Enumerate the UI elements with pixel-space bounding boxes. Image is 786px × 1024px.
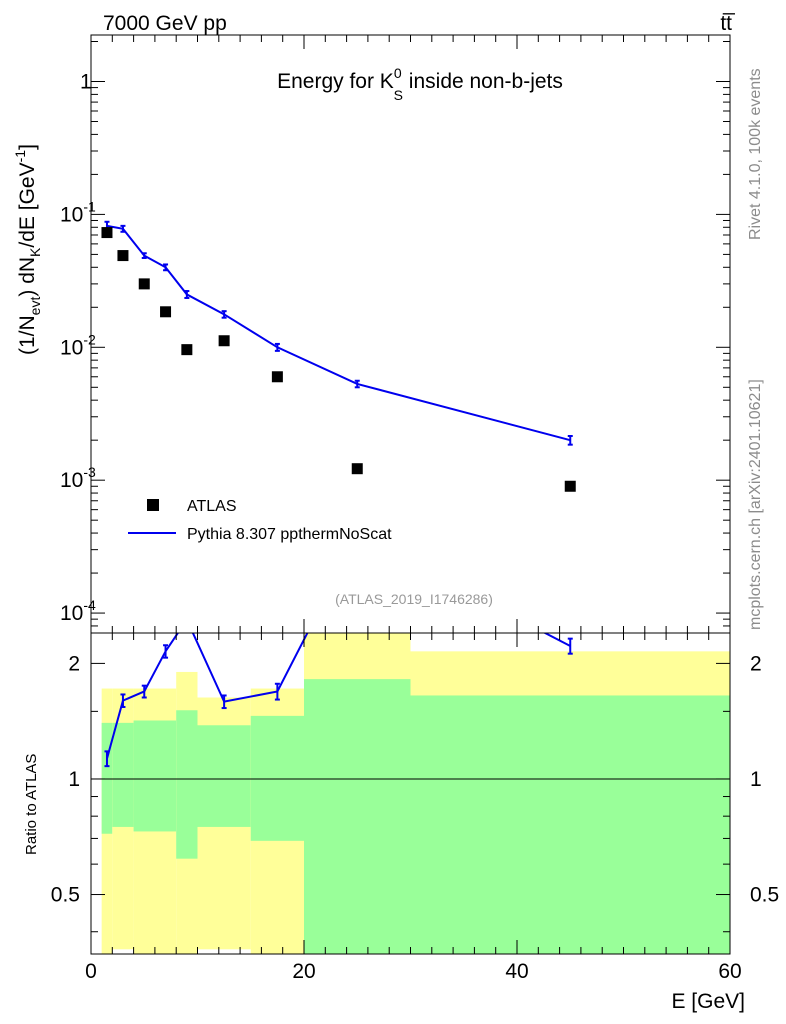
ratio-x-axis: 0 20 40 60	[85, 633, 742, 983]
ratio-mc-line	[106, 633, 571, 759]
main-plot-area	[91, 35, 730, 633]
ratio-band-inner	[304, 679, 411, 954]
legend-data-label: ATLAS	[187, 498, 237, 515]
ratio-ytick-label-right: 2	[750, 652, 762, 675]
ratio-panel: 0.5 0.5 1 1 2 2 0 20 40 60 Ratio to ATLAS E [GeV…	[23, 632, 779, 1013]
main-x-axis	[90, 35, 731, 633]
atlas-data-point	[181, 344, 193, 356]
ratio-xtick-label: 0	[85, 960, 97, 983]
ratio-ytick-label: 0.5	[51, 884, 80, 907]
rivet-version-text: Rivet 4.1.0, 100k events	[747, 68, 764, 240]
ratio-band-inner	[101, 722, 113, 834]
title-post: inside non-b-jets	[403, 70, 563, 93]
ratio-ytick-label-right: 1	[750, 768, 762, 791]
title-pre: Energy for K	[277, 70, 394, 93]
main-ytick-label: 10-4	[60, 597, 96, 625]
legend-mc-label: Pythia 8.307 ppthermNoScat	[187, 526, 392, 543]
main-ytick-label: 10-3	[60, 464, 96, 492]
atlas-data-point	[271, 371, 283, 383]
main-marks	[101, 220, 576, 492]
ratio-xtick-label: 20	[292, 960, 315, 983]
mcplots-credit-text: mcplots.cern.ch [arXiv:2401.10621]	[747, 379, 764, 630]
ratio-ytick-label: 1	[68, 768, 80, 791]
atlas-data-point	[160, 306, 172, 318]
atlas-data-point	[351, 463, 363, 475]
ratio-band-inner	[250, 715, 304, 841]
ratio-ytick-label: 2	[68, 652, 80, 675]
ratio-band-inner	[410, 695, 730, 954]
ratio-ylabel: Ratio to ATLAS	[23, 754, 40, 855]
ratio-band-inner	[176, 710, 198, 859]
atlas-data-point	[218, 335, 230, 347]
ratio-band-inner	[133, 720, 177, 832]
analysis-watermark: (ATLAS_2019_I1746286)	[335, 591, 493, 607]
title-sup: 0	[394, 65, 402, 81]
ratio-marks	[91, 633, 730, 780]
ratio-ytick-label-right: 0.5	[750, 884, 779, 907]
main-ytick-label: 1	[80, 71, 92, 94]
main-ylabel: (1/Nevt) dNK/dE [GeV-1]	[12, 144, 43, 355]
main-ytick-label: 10-2	[60, 331, 96, 359]
atlas-data-point	[101, 227, 113, 239]
main-panel: Energy for K0 S inside non-b-jets (ATLAS_…	[12, 34, 731, 634]
atlas-data-point	[117, 250, 129, 262]
main-y-axis: 10-4 10-3 10-2 10-1 1	[60, 41, 730, 627]
ratio-frame	[90, 632, 731, 955]
atlas-data-point	[138, 278, 150, 290]
legend: ATLAS Pythia 8.307 ppthermNoScat	[128, 498, 392, 543]
ratio-band-inner	[197, 725, 251, 827]
ratio-y-axis: 0.5 0.5 1 1 2 2	[51, 652, 779, 933]
main-ytick-label: 10-1	[60, 198, 96, 226]
ratio-uncertainty-bands	[101, 633, 730, 954]
ratio-band-inner	[112, 722, 134, 827]
main-title: Energy for K0 S inside non-b-jets	[277, 65, 563, 103]
title-sub: S	[394, 87, 403, 103]
ratio-xtick-label: 60	[718, 960, 741, 983]
ratio-xtick-label: 40	[505, 960, 528, 983]
legend-data-marker	[147, 499, 159, 511]
header-right: tt̅	[720, 12, 736, 35]
atlas-data-point	[564, 480, 576, 492]
ratio-xlabel: E [GeV]	[671, 990, 745, 1013]
header-left: 7000 GeV pp	[103, 12, 227, 35]
